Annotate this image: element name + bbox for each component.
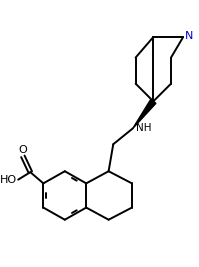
Text: HO: HO [0,175,17,184]
Text: NH: NH [136,123,151,134]
Polygon shape [133,99,156,128]
Text: N: N [185,31,193,41]
Text: O: O [19,146,27,155]
